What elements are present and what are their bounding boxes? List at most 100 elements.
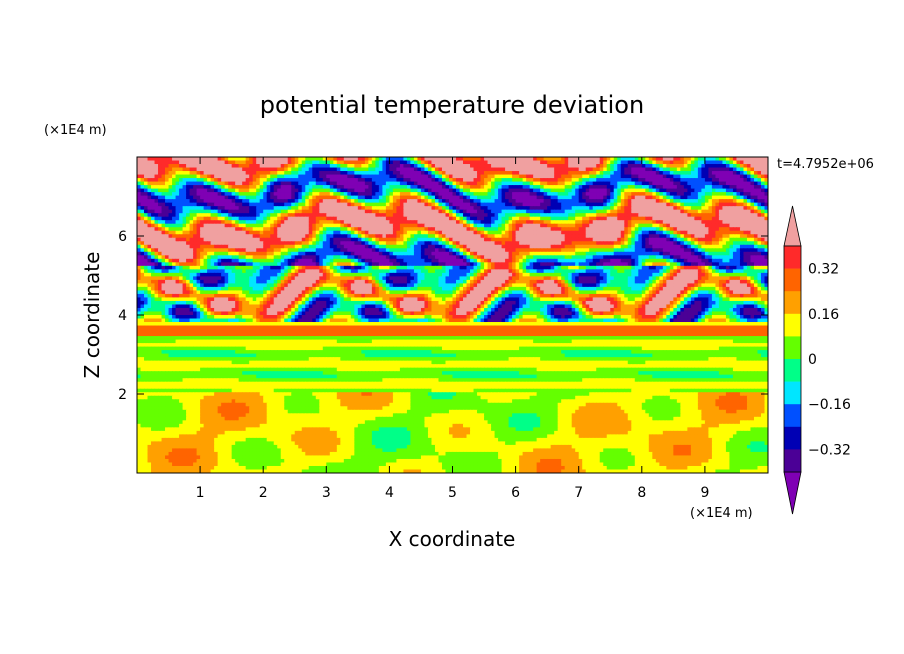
heatmap-cell — [655, 244, 660, 249]
heatmap-cell — [368, 206, 373, 211]
heatmap-cell — [336, 206, 341, 211]
heatmap-cell — [298, 241, 303, 246]
heatmap-cell — [287, 237, 292, 242]
heatmap-cell — [463, 202, 468, 207]
heatmap-cell — [494, 192, 499, 197]
heatmap-cell — [217, 209, 222, 214]
heatmap-cell — [172, 227, 177, 232]
heatmap-cell — [147, 185, 152, 190]
heatmap-cell — [147, 220, 152, 225]
heatmap-cell — [203, 199, 208, 204]
heatmap-cell — [627, 244, 632, 249]
heatmap-cell — [231, 230, 236, 235]
heatmap-cell — [434, 248, 440, 253]
heatmap-cell — [347, 234, 352, 239]
heatmap-cell — [182, 213, 187, 218]
heatmap-cell — [515, 185, 520, 190]
heatmap-cell — [526, 164, 531, 169]
heatmap-cell — [259, 241, 264, 246]
heatmap-cell — [319, 223, 324, 228]
heatmap-cell — [245, 230, 250, 235]
heatmap-cell — [750, 248, 755, 253]
heatmap-cell — [231, 164, 236, 169]
heatmap-cell — [746, 213, 752, 218]
heatmap-cell — [158, 220, 163, 225]
heatmap-cell — [329, 227, 334, 232]
heatmap-cell — [151, 185, 156, 190]
heatmap-cell — [753, 167, 759, 172]
heatmap-cell — [550, 237, 555, 242]
heatmap-cell — [669, 223, 674, 228]
heatmap-cell — [697, 234, 702, 239]
heatmap-cell — [477, 244, 482, 249]
heatmap-cell — [326, 164, 331, 169]
heatmap-cell — [284, 216, 289, 221]
heatmap-cell — [417, 230, 422, 235]
heatmap-cell — [638, 202, 643, 207]
heatmap-cell — [357, 216, 362, 221]
heatmap-cell — [287, 227, 292, 232]
heatmap-cell — [592, 206, 597, 211]
heatmap-cell — [491, 220, 496, 225]
heatmap-cell — [354, 185, 359, 190]
heatmap-cell — [413, 206, 419, 211]
heatmap-cell — [287, 185, 292, 190]
heatmap-cell — [515, 244, 520, 249]
heatmap-cell — [350, 213, 355, 218]
heatmap-cell — [364, 167, 369, 172]
heatmap-cell — [210, 209, 215, 214]
heatmap-cell — [396, 216, 401, 221]
heatmap-cell — [701, 244, 706, 249]
heatmap-cell — [627, 157, 632, 162]
heatmap-cell — [701, 188, 706, 193]
heatmap-cell — [315, 157, 320, 162]
heatmap-cell — [403, 220, 408, 225]
heatmap-cell — [375, 202, 380, 207]
heatmap-cell — [526, 174, 531, 179]
heatmap-cell — [760, 237, 766, 242]
heatmap-cell — [543, 209, 548, 214]
heatmap-cell — [606, 167, 611, 172]
heatmap-cell — [533, 251, 538, 256]
heatmap-cell — [280, 199, 285, 204]
heatmap-cell — [217, 160, 222, 165]
heatmap-cell — [459, 237, 464, 242]
heatmap-cell — [382, 248, 387, 253]
heatmap-cell — [529, 178, 534, 183]
heatmap-cell — [182, 209, 187, 214]
heatmap-cell — [368, 167, 373, 172]
heatmap-cell — [242, 234, 247, 239]
heatmap-cell — [214, 206, 219, 211]
heatmap-cell — [193, 171, 198, 176]
heatmap-cell — [505, 251, 510, 256]
heatmap-cell — [505, 216, 510, 221]
heatmap-cell — [505, 181, 510, 186]
heatmap-cell — [711, 202, 717, 207]
heatmap-cell — [203, 160, 208, 165]
heatmap-cell — [683, 213, 688, 218]
heatmap-cell — [140, 216, 145, 221]
heatmap-cell — [368, 195, 373, 200]
heatmap-cell — [568, 220, 573, 225]
heatmap-cell — [172, 230, 177, 235]
heatmap-cell — [445, 202, 450, 207]
heatmap-cell — [638, 227, 643, 232]
heatmap-cell — [508, 237, 513, 242]
heatmap-cell — [561, 199, 566, 204]
heatmap-cell — [596, 202, 601, 207]
heatmap-cell — [273, 199, 278, 204]
heatmap-cell — [652, 174, 657, 179]
heatmap-cell — [498, 220, 503, 225]
heatmap-cell — [270, 230, 275, 235]
heatmap-cell — [427, 244, 433, 249]
heatmap-cell — [505, 213, 510, 218]
heatmap-cell — [168, 185, 173, 190]
heatmap-cell — [382, 188, 387, 193]
heatmap-cell — [498, 234, 503, 239]
heatmap-cell — [529, 216, 534, 221]
heatmap-cell — [739, 167, 745, 172]
heatmap-cell — [256, 237, 261, 242]
heatmap-cell — [603, 216, 608, 221]
heatmap-cell — [175, 206, 180, 211]
heatmap-cell — [739, 223, 745, 228]
